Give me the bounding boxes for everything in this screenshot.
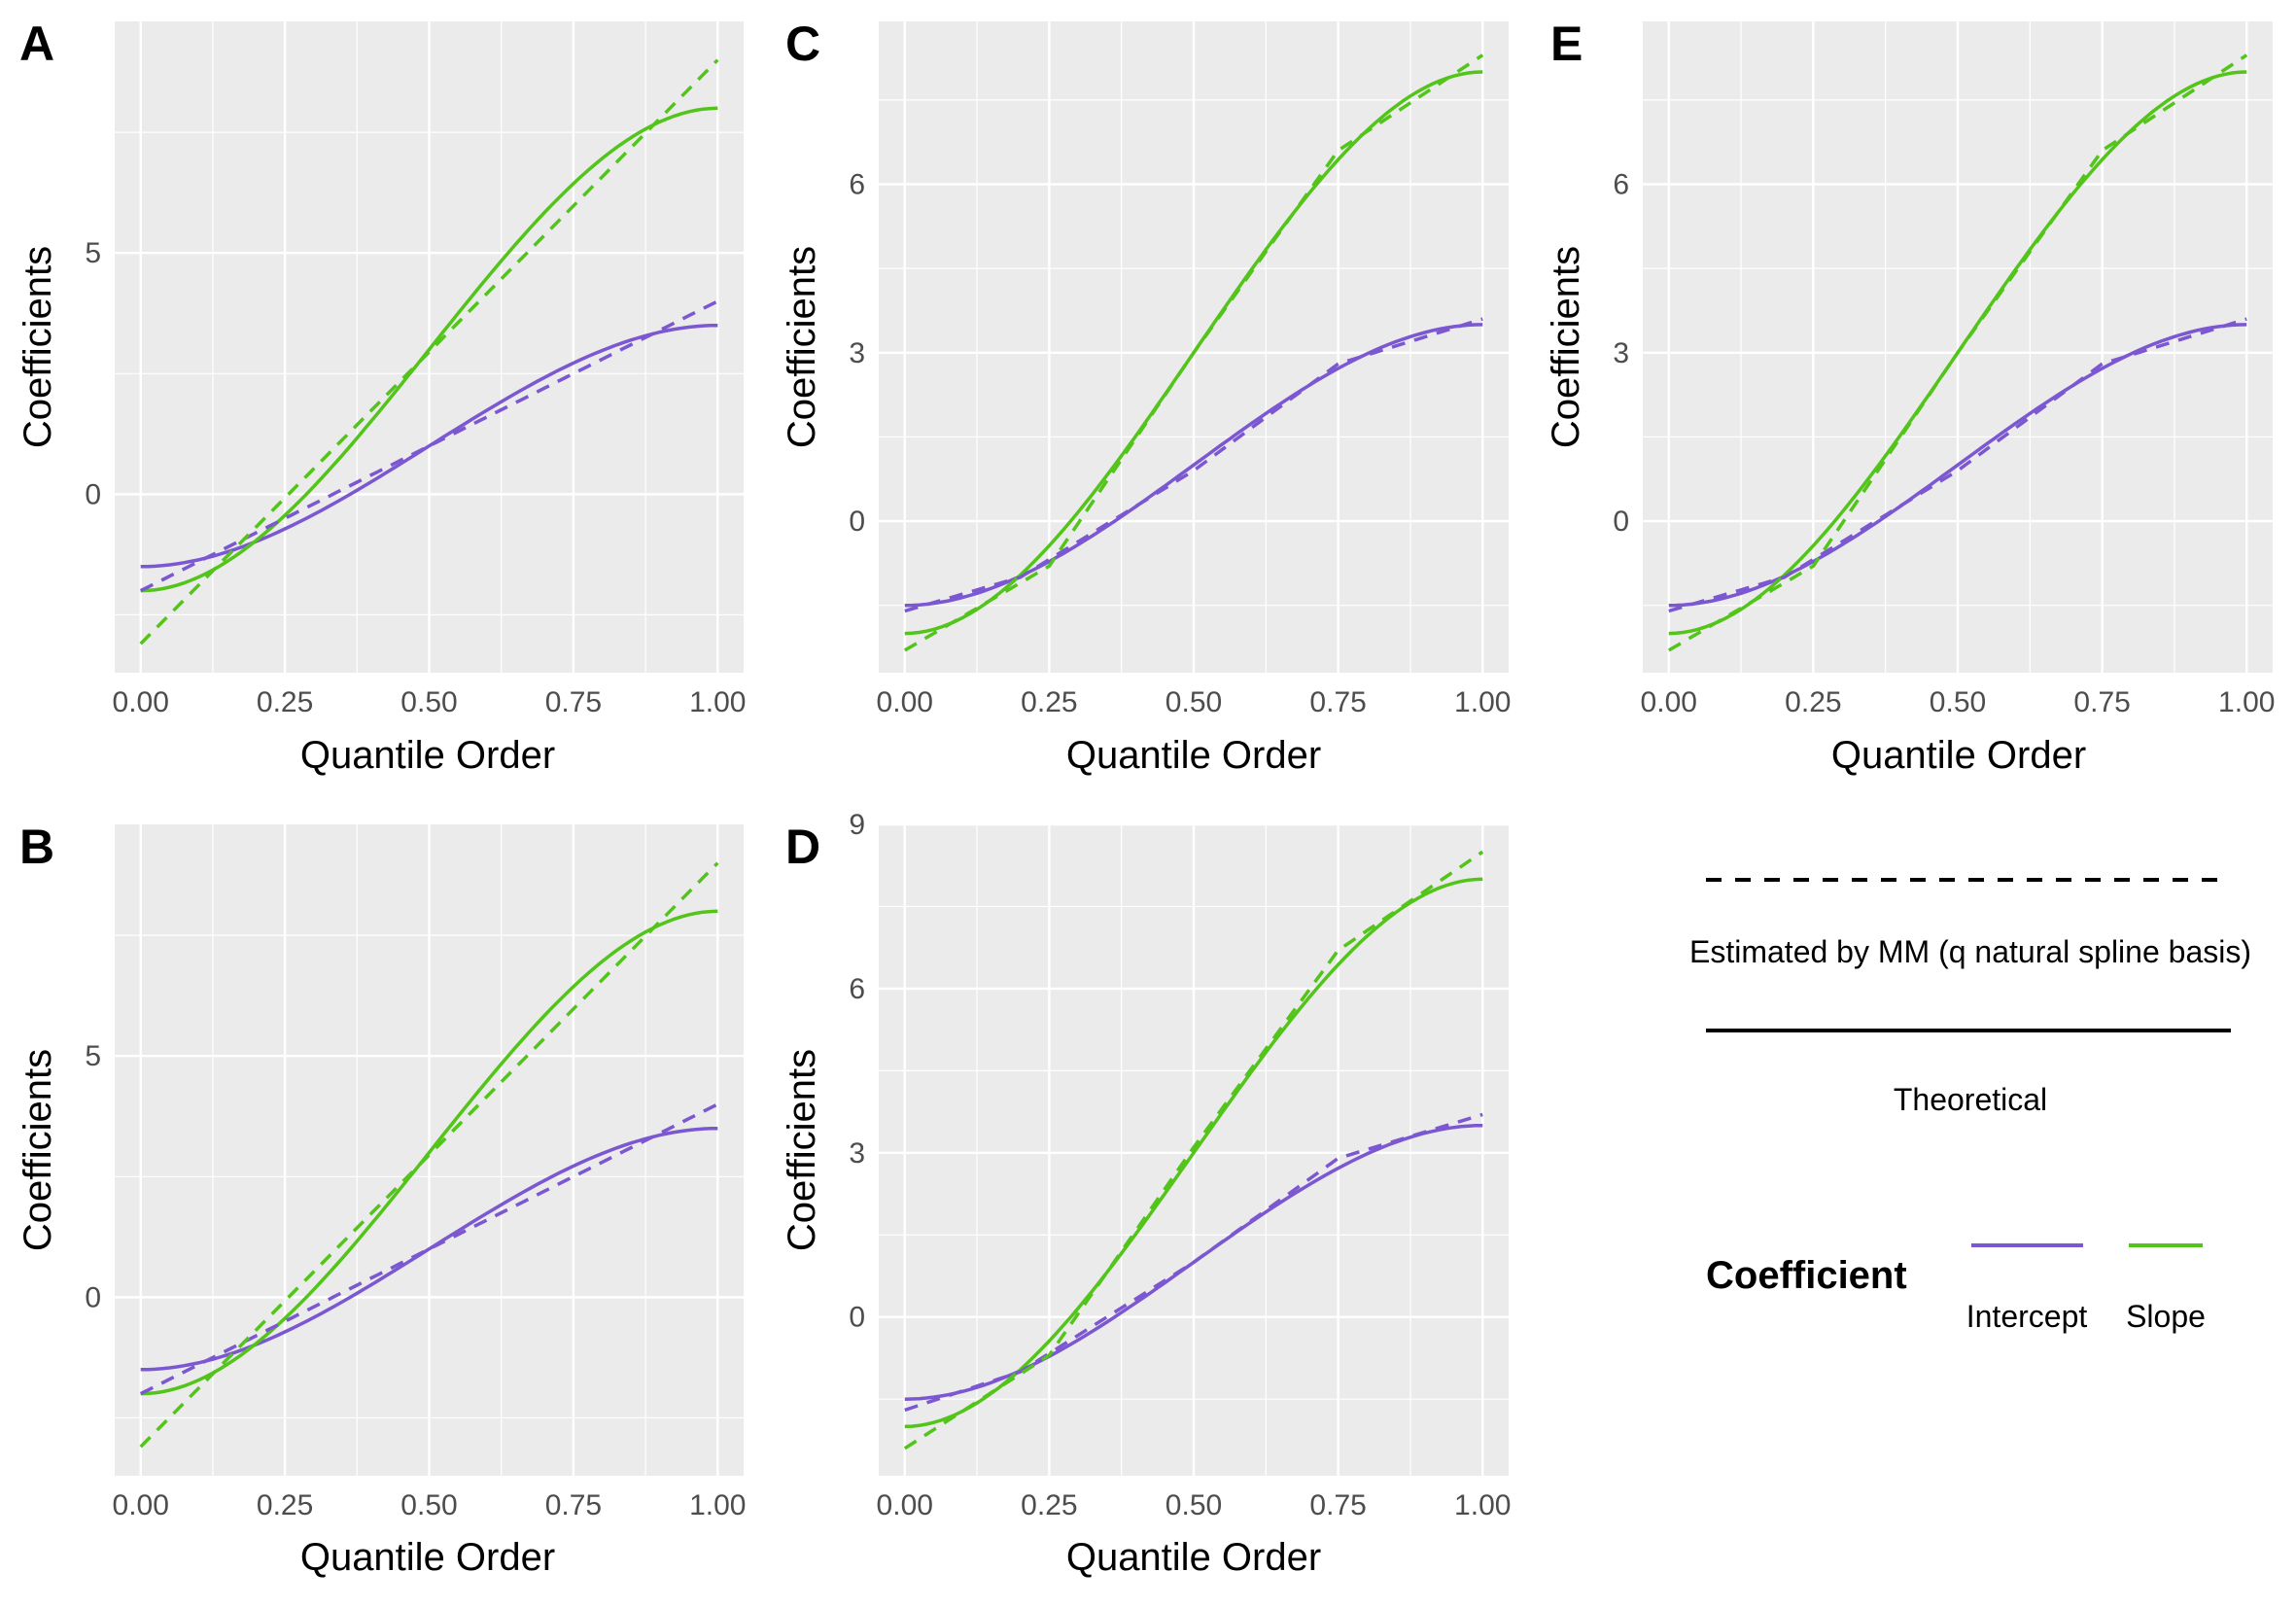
- x-tick-label: 0.25: [1021, 686, 1077, 718]
- y-tick-label: 3: [849, 337, 865, 369]
- x-tick-label: 0.00: [113, 1489, 169, 1521]
- estimated-slope-line: [903, 53, 1484, 652]
- y-tick-label: 6: [849, 973, 865, 1005]
- estimated-intercept-line: [904, 1112, 1483, 1413]
- y-tick-label: 6: [1613, 169, 1629, 201]
- legend-theoretical-label: Theoretical: [1894, 1082, 2047, 1117]
- x-axis-title: Quantile Order: [1066, 734, 1321, 777]
- x-tick-label: 0.50: [1165, 686, 1222, 718]
- estimated-intercept-line: [139, 1102, 719, 1396]
- x-tick-label: 0.50: [1165, 1489, 1222, 1521]
- panel-d: 0.00 0.25 0.50 0.75 1.00 0 3 6 9D Quantile Order C…: [781, 809, 1511, 1579]
- x-tick-label: 1.00: [1454, 1489, 1511, 1521]
- y-tick-label: 3: [849, 1137, 865, 1170]
- x-tick-label: 0.75: [545, 686, 602, 718]
- y-tick-label: 0: [1613, 506, 1629, 538]
- panel-b: 0.00 0.25 0.50 0.75 1.00 0 5 B Quantile Order Coe…: [17, 820, 746, 1579]
- legend-slope-label: Slope: [2126, 1299, 2206, 1334]
- y-tick-label: 6: [849, 169, 865, 201]
- x-axis-title: Quantile Order: [300, 1536, 555, 1579]
- legend-intercept-label: Intercept: [1966, 1299, 2088, 1334]
- x-axis-title: Quantile Order: [300, 734, 555, 777]
- y-axis-title: Coefficients: [17, 1049, 59, 1251]
- x-tick-label: 0.00: [113, 686, 169, 718]
- theoretical-intercept-line: [140, 323, 718, 569]
- x-tick-label: 1.00: [689, 1489, 746, 1521]
- theoretical-slope-line: [140, 106, 718, 593]
- x-tick-label: 0.25: [1021, 1489, 1077, 1521]
- legend-estimated-label: Estimated by MM (q natural spline basis): [1689, 934, 2251, 969]
- y-tick-label: 0: [849, 506, 865, 538]
- x-tick-label: 0.25: [1785, 686, 1841, 718]
- x-tick-label: 0.75: [1309, 686, 1366, 718]
- y-tick-label: 0: [849, 1302, 865, 1334]
- panels: 0.00 0.25 0.50 0.75 1.00 0 5 A Quantile Order Coe…: [17, 17, 2275, 1579]
- y-tick-label: 5: [85, 1040, 101, 1072]
- legend-coefficient-title: Coefficient: [1706, 1254, 1907, 1297]
- x-tick-label: 0.00: [877, 686, 933, 718]
- y-tick-label: 0: [85, 478, 101, 510]
- x-tick-label: 0.50: [400, 686, 457, 718]
- x-tick-label: 0.25: [257, 686, 313, 718]
- x-tick-label: 1.00: [2218, 686, 2275, 718]
- y-tick-label: 0: [85, 1281, 101, 1313]
- x-tick-label: 1.00: [689, 686, 746, 718]
- y-tick-label: 9: [849, 809, 865, 841]
- x-tick-label: 0.75: [2073, 686, 2130, 718]
- x-tick-label: 0.00: [1641, 686, 1697, 718]
- y-axis-title: Coefficients: [1545, 246, 1587, 448]
- x-tick-label: 0.75: [1309, 1489, 1366, 1521]
- panel-c: 0.00 0.25 0.50 0.75 1.00 0 3 6 C Quantile Order Co…: [781, 17, 1511, 777]
- x-tick-label: 0.50: [1930, 686, 1986, 718]
- theoretical-slope-line: [904, 877, 1483, 1429]
- panel-letter: B: [19, 820, 54, 874]
- x-tick-label: 0.25: [257, 1489, 313, 1521]
- x-tick-label: 0.75: [545, 1489, 602, 1521]
- theoretical-slope-line: [140, 909, 718, 1396]
- estimated-intercept-line: [904, 317, 1483, 613]
- estimated-intercept-line: [1668, 317, 2247, 613]
- estimated-slope-line: [139, 58, 719, 646]
- y-axis-title: Coefficients: [17, 246, 59, 448]
- panel-letter: A: [19, 17, 54, 71]
- y-tick-label: 3: [1613, 337, 1629, 369]
- legend: Estimated by MM (q natural spline basis)…: [1689, 878, 2251, 1334]
- estimated-slope-line: [1667, 53, 2248, 652]
- panel-a: 0.00 0.25 0.50 0.75 1.00 0 5 A Quantile Order Coe…: [17, 17, 746, 777]
- y-axis-title: Coefficients: [781, 1049, 823, 1251]
- estimated-slope-line: [903, 850, 1484, 1450]
- panel-letter: C: [785, 17, 820, 71]
- panel-letter: D: [785, 820, 820, 874]
- estimated-slope-line: [139, 861, 719, 1449]
- x-axis-title: Quantile Order: [1831, 734, 2086, 777]
- y-tick-label: 5: [85, 237, 101, 269]
- x-tick-label: 1.00: [1454, 686, 1511, 718]
- panel-letter: E: [1550, 17, 1583, 71]
- panel-e: 0.00 0.25 0.50 0.75 1.00 0 3 6 E Quantile Order Co…: [1545, 17, 2275, 777]
- theoretical-intercept-line: [140, 1126, 718, 1372]
- x-tick-label: 0.00: [877, 1489, 933, 1521]
- y-axis-title: Coefficients: [781, 246, 823, 448]
- estimated-intercept-line: [139, 299, 719, 593]
- x-tick-label: 0.50: [400, 1489, 457, 1521]
- x-axis-title: Quantile Order: [1066, 1536, 1321, 1579]
